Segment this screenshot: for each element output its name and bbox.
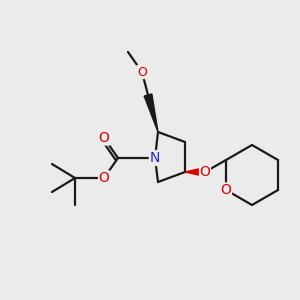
Polygon shape [185,167,205,176]
Text: O: O [137,65,147,79]
Text: O: O [99,131,110,145]
Polygon shape [144,94,158,132]
Text: N: N [150,151,160,165]
Text: O: O [220,183,232,197]
Text: O: O [99,171,110,185]
Text: O: O [200,165,210,179]
